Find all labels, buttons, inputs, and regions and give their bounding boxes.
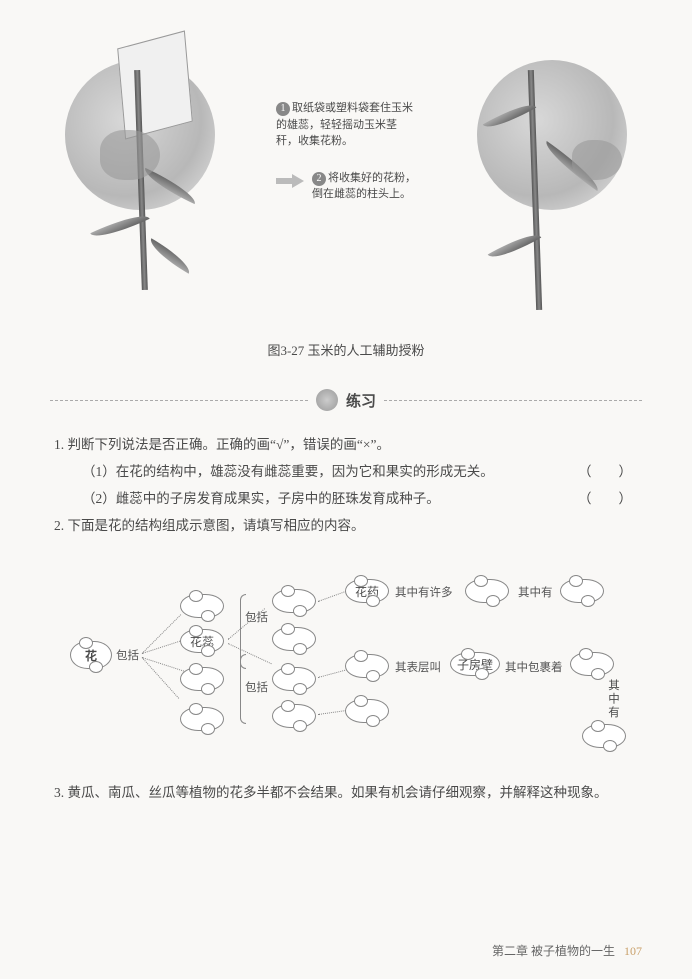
step2-text: 将收集好的花粉，倒在雌蕊的柱头上。 [312,172,416,201]
edge [142,614,182,654]
edge [228,643,272,664]
node-root: 花 [70,641,112,669]
node-empty [180,594,224,618]
q1a-text: （1）在花的结构中，雄蕊没有雌蕊重要，因为它和果实的形成无关。 [82,464,494,479]
leaf [145,238,194,273]
footer-page: 107 [624,944,642,958]
edge [318,669,347,678]
step1-num: 1 [276,102,290,116]
section-title: 练习 [346,390,376,411]
node-empty [272,627,316,651]
page-footer: 第二章 被子植物的一生 107 [492,942,642,959]
q1a-blank: （ ） [578,458,632,485]
node-empty [272,704,316,728]
q1b-text: （2）雌蕊中的子房发育成果实，子房中的胚珠发育成种子。 [82,491,440,506]
flower-diagram: 花 包括 花蕊 包括 花药 其中有许多 其中有 包括 其表层叫 子房壁 其中包裹… [50,549,642,759]
node-huarui: 花蕊 [180,629,224,653]
caption-step2: 2将收集好的花粉，倒在雌蕊的柱头上。 [312,170,416,203]
bracket [240,654,246,724]
node-empty [272,589,316,613]
label-baoguozhe: 其中包裹着 [505,659,563,675]
label-baokuo: 包括 [245,679,268,695]
figure-right [462,40,642,240]
label-qizhongyou: 其中有 [518,584,553,600]
node-empty [345,699,389,723]
arrow-icon [276,174,306,188]
exercise-block: 1. 判断下列说法是否正确。正确的画“√”，错误的画“×”。 （1）在花的结构中… [54,431,642,539]
label-qizhongyou-vertical: 其中有 [605,679,621,720]
node-huayao: 花药 [345,579,389,603]
node-empty [272,667,316,691]
step1-text: 取纸袋或塑料袋套住玉米的雄蕊，轻轻摇动玉米茎秆，收集花粉。 [276,102,413,147]
node-empty [560,579,604,603]
q3-block: 3. 黄瓜、南瓜、丝瓜等植物的花多半都不会结果。如果有机会请仔细观察，并解释这种… [54,779,642,806]
node-empty [180,667,224,691]
figure-row: 1取纸袋或塑料袋套住玉米的雄蕊，轻轻摇动玉米茎秆，收集花粉。 2将收集好的花粉，… [50,40,642,330]
figure-caption: 图3-27 玉米的人工辅助授粉 [50,340,642,359]
figure-captions: 1取纸袋或塑料袋套住玉米的雄蕊，轻轻摇动玉米茎秆，收集花粉。 2将收集好的花粉，… [276,100,416,203]
node-empty [465,579,509,603]
bag-shape [117,30,193,139]
node-empty [180,707,224,731]
footer-chapter: 第二章 被子植物的一生 [492,944,615,958]
node-empty [570,652,614,676]
label-baokuo: 包括 [116,647,139,663]
q1-sub-a: （1）在花的结构中，雄蕊没有雌蕊重要，因为它和果实的形成无关。 （ ） [54,458,642,485]
label-biaoceng: 其表层叫 [395,659,441,675]
section-icon [316,389,338,411]
divider-line [384,400,642,401]
hand [100,130,160,180]
node-empty [345,654,389,678]
q3-text: 3. 黄瓜、南瓜、丝瓜等植物的花多半都不会结果。如果有机会请仔细观察，并解释这种… [54,779,642,806]
q1b-blank: （ ） [578,485,632,512]
node-empty [582,724,626,748]
edge [318,710,348,715]
step2-num: 2 [312,172,326,186]
node-zifangbi: 子房壁 [450,652,500,676]
q1-sub-b: （2）雌蕊中的子房发育成果实，子房中的胚珠发育成种子。 （ ） [54,485,642,512]
divider-line [50,400,308,401]
figure-left [50,40,230,240]
edge [318,591,347,602]
label-xuduo: 其中有许多 [395,584,453,600]
hand [572,140,622,180]
circle-bg [477,60,627,210]
q1-stem: 1. 判断下列说法是否正确。正确的画“√”，错误的画“×”。 [54,431,642,458]
caption-step1: 1取纸袋或塑料袋套住玉米的雄蕊，轻轻摇动玉米茎秆，收集花粉。 [276,100,416,150]
q2-stem: 2. 下面是花的结构组成示意图，请填写相应的内容。 [54,512,642,539]
section-divider: 练习 [50,389,642,411]
